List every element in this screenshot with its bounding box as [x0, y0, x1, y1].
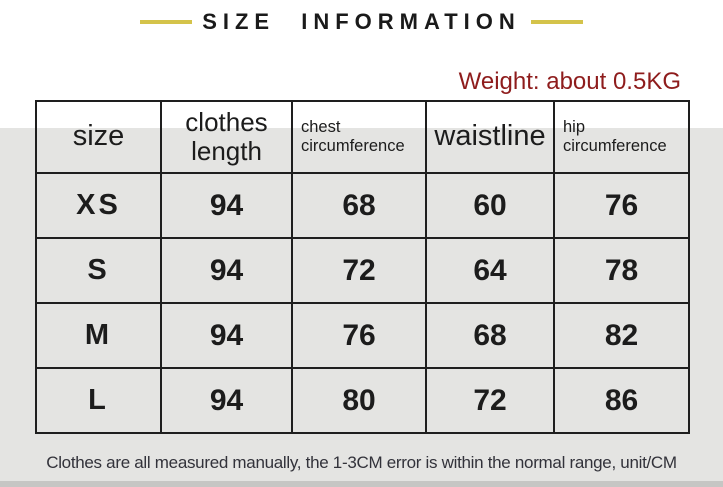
cell-size-label: M — [35, 302, 162, 369]
header-chest-circumference: chest circumference — [291, 100, 427, 174]
table-row-l: L 94 80 72 86 — [35, 367, 690, 434]
table-row-m: M 94 76 68 82 — [35, 302, 690, 369]
size-table: size clothes length chest circumference … — [35, 100, 690, 434]
title-dash-right-icon — [530, 20, 583, 24]
section-title-row: SIZE INFORMATION — [0, 8, 723, 36]
table-row-xs: XS 94 68 60 76 — [35, 172, 690, 239]
header-waistline: waistline — [425, 100, 555, 174]
cell-clothes-length: 94 — [160, 302, 293, 369]
header-hip-circumference: hip circumference — [553, 100, 690, 174]
cell-chest-circumference: 72 — [291, 237, 427, 304]
table-header-row: size clothes length chest circumference … — [35, 100, 690, 174]
bottom-divider-strip — [0, 481, 723, 487]
cell-waistline: 72 — [425, 367, 555, 434]
cell-waistline: 60 — [425, 172, 555, 239]
cell-waistline: 68 — [425, 302, 555, 369]
weight-note: Weight: about 0.5KG — [458, 68, 681, 95]
cell-clothes-length: 94 — [160, 367, 293, 434]
cell-clothes-length: 94 — [160, 172, 293, 239]
cell-chest-circumference: 80 — [291, 367, 427, 434]
cell-waistline: 64 — [425, 237, 555, 304]
cell-hip-circumference: 76 — [553, 172, 690, 239]
page-title: SIZE INFORMATION — [202, 9, 521, 34]
cell-hip-circumference: 78 — [553, 237, 690, 304]
cell-clothes-length: 94 — [160, 237, 293, 304]
cell-chest-circumference: 76 — [291, 302, 427, 369]
measurement-disclaimer: Clothes are all measured manually, the 1… — [46, 453, 677, 472]
cell-hip-circumference: 86 — [553, 367, 690, 434]
header-clothes-length: clothes length — [160, 100, 293, 174]
title-dash-left-icon — [140, 20, 193, 24]
cell-hip-circumference: 82 — [553, 302, 690, 369]
header-size: size — [35, 100, 162, 174]
cell-size-label: S — [35, 237, 162, 304]
cell-chest-circumference: 68 — [291, 172, 427, 239]
cell-size-label: L — [35, 367, 162, 434]
table-row-s: S 94 72 64 78 — [35, 237, 690, 304]
cell-size-label: XS — [35, 172, 162, 239]
